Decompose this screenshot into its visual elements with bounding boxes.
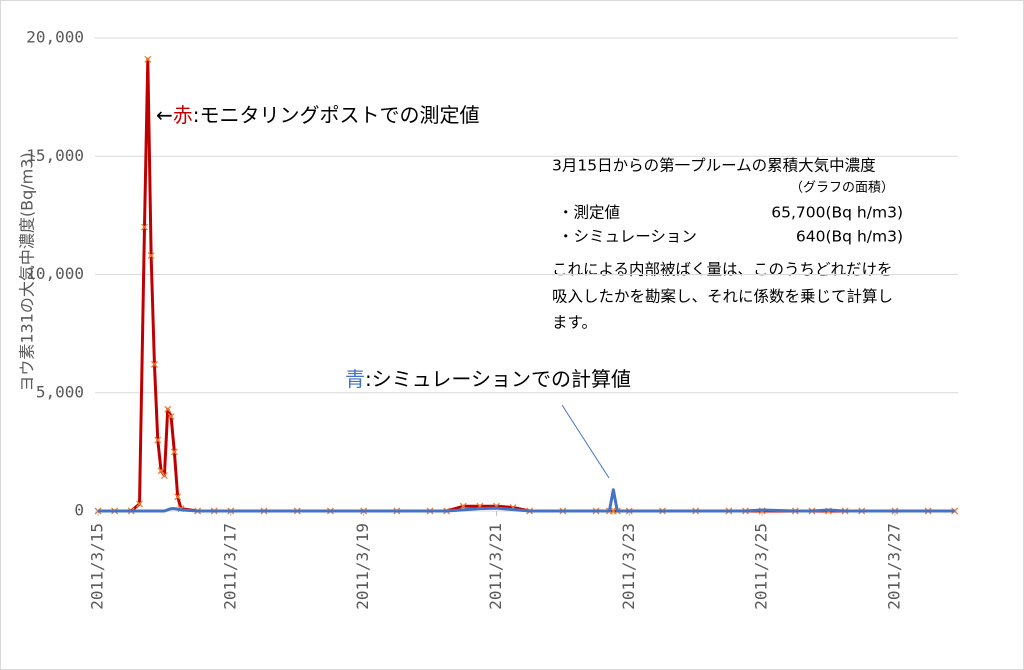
y-axis-label: ヨウ素131の大気中濃度(Bq/m3) bbox=[18, 152, 37, 391]
marker bbox=[157, 467, 165, 475]
red-annotation: ←赤:モニタリングポストでの測定値 bbox=[156, 103, 480, 127]
key: 赤 bbox=[173, 103, 193, 127]
x-tick-label: 2011/3/23 bbox=[619, 523, 638, 610]
x-tick-label: 2011/3/21 bbox=[486, 523, 505, 610]
marker bbox=[170, 448, 178, 456]
note-row-value: 65,700(Bq h/m3) bbox=[771, 204, 903, 222]
marker bbox=[174, 493, 182, 501]
note-row-label: ・シミュレーション bbox=[558, 228, 697, 246]
note-row-label: ・測定値 bbox=[558, 204, 620, 222]
note-row-value: 640(Bq h/m3) bbox=[796, 228, 903, 246]
text: :モニタリングポストでの測定値 bbox=[193, 103, 480, 127]
y-tick-label: 0 bbox=[74, 501, 84, 520]
note-line: ます。 bbox=[552, 314, 597, 332]
marker bbox=[160, 472, 168, 479]
x-tick-label: 2011/3/19 bbox=[353, 523, 372, 610]
marker bbox=[150, 360, 158, 368]
note-line: 吸入したかを勘案し、それに係数を乗じて計算し bbox=[552, 287, 893, 306]
y-tick-label: 15,000 bbox=[26, 146, 84, 165]
series-line bbox=[98, 488, 955, 513]
x-tick-label: 2011/3/25 bbox=[752, 523, 771, 610]
note-title: 3月15日からの第一プルームの累積大気中濃度 bbox=[552, 157, 876, 175]
y-tick-label: 10,000 bbox=[26, 264, 84, 283]
key: 青 bbox=[345, 367, 365, 391]
x-tick-label: 2011/3/27 bbox=[884, 523, 903, 610]
arrow: ← bbox=[156, 103, 173, 127]
text: :シミュレーションでの計算値 bbox=[365, 367, 631, 391]
marker bbox=[154, 436, 162, 444]
marker bbox=[136, 500, 143, 508]
marker bbox=[141, 223, 148, 231]
marker bbox=[144, 55, 152, 63]
note-line: これによる内部被ばく量は、このうちどれだけを bbox=[552, 261, 893, 279]
note-subtitle: （グラフの面積） bbox=[790, 181, 894, 196]
x-tick-label: 2011/3/17 bbox=[220, 523, 239, 610]
x-tick-label: 2011/3/15 bbox=[88, 523, 107, 610]
marker bbox=[164, 405, 172, 413]
marker bbox=[951, 507, 959, 515]
pointer-line bbox=[561, 404, 610, 479]
y-tick-label: 5,000 bbox=[36, 382, 84, 401]
y-tick-label: 20,000 bbox=[26, 28, 84, 47]
marker bbox=[147, 252, 155, 260]
blue-annotation: 青:シミュレーションでの計算値 bbox=[345, 367, 631, 391]
marker bbox=[167, 412, 175, 420]
